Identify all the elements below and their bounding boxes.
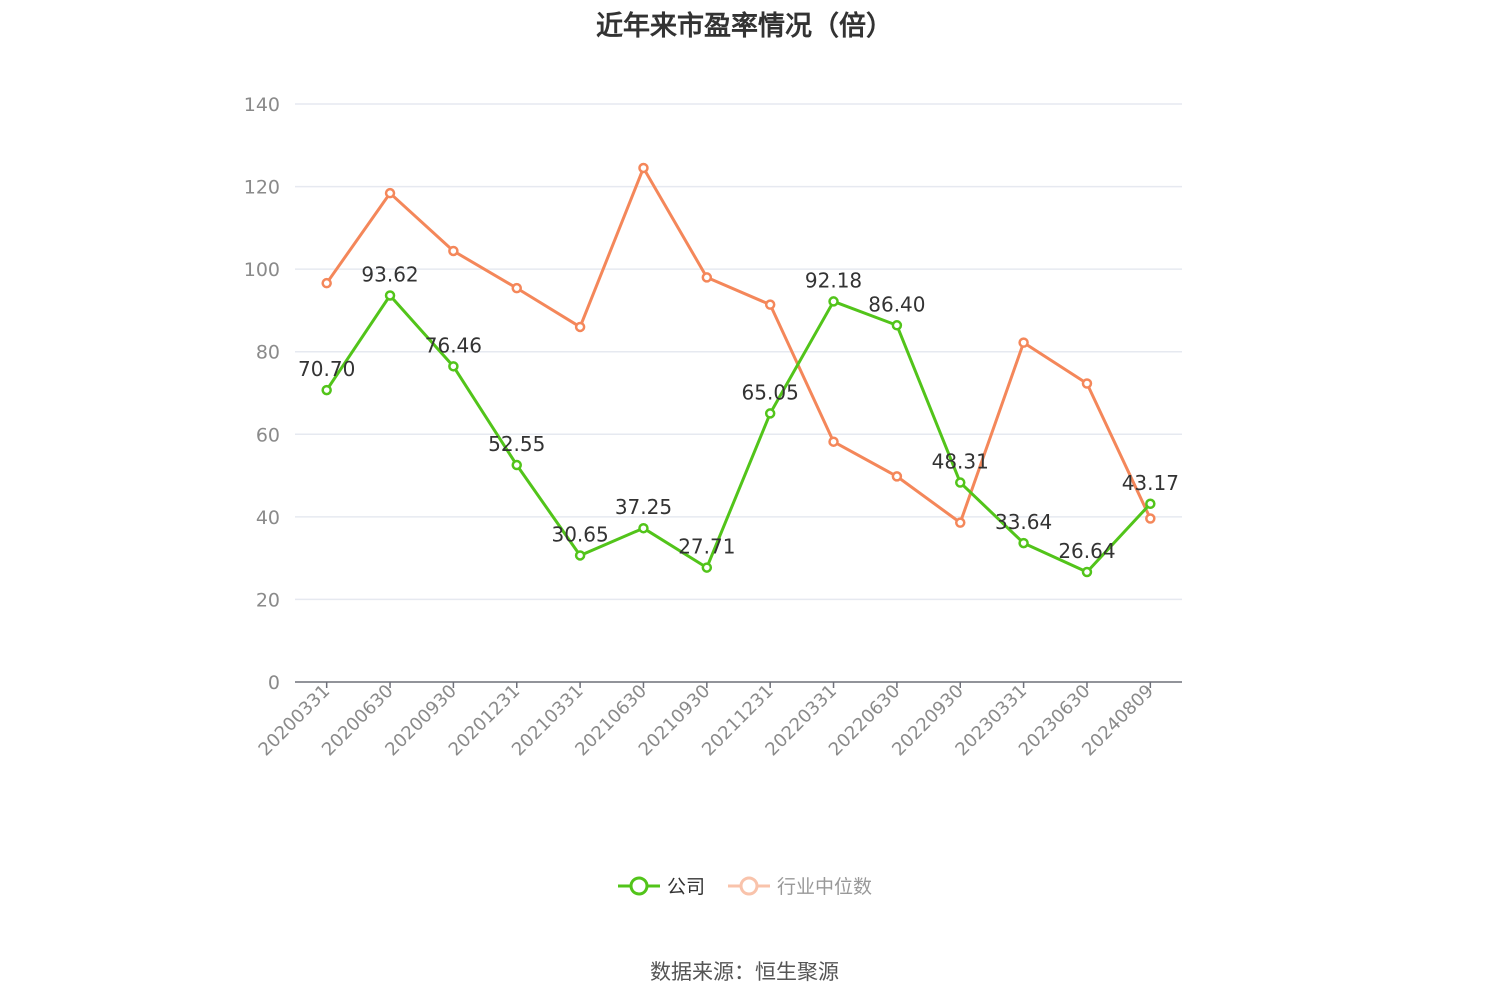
data-point-company[interactable]: [1018, 537, 1029, 549]
y-tick-label: 60: [256, 424, 280, 446]
data-point-company[interactable]: [764, 408, 776, 419]
data-label-company: 52.55: [488, 432, 545, 456]
data-point-industry-median[interactable]: [511, 282, 522, 294]
data-point-company[interactable]: [448, 361, 459, 372]
y-axis: 0 20 40 60 80 100 120 140: [244, 94, 280, 694]
data-point-industry-median[interactable]: [701, 272, 713, 283]
data-label-company: 37.25: [615, 495, 672, 519]
data-point-company[interactable]: [891, 320, 903, 331]
series-layer: [321, 162, 1156, 578]
legend-industry-swatch: [728, 876, 770, 895]
x-axis: 2020033120200630202009302020123120210331…: [255, 681, 1182, 760]
data-label-company: 30.65: [551, 522, 608, 546]
series-line-company: [325, 293, 1152, 574]
data-point-company[interactable]: [384, 290, 396, 301]
data-point-industry-median[interactable]: [1081, 378, 1093, 389]
data-point-industry-median[interactable]: [1145, 513, 1156, 524]
legend: 公司 行业中位数: [0, 872, 1489, 899]
data-point-industry-median[interactable]: [764, 299, 776, 310]
y-tick-label: 140: [244, 94, 280, 116]
data-point-industry-median[interactable]: [955, 517, 966, 528]
data-label-company: 86.40: [868, 292, 925, 316]
data-label-company: 26.64: [1058, 539, 1115, 563]
data-point-company[interactable]: [828, 296, 839, 307]
legend-industry-label: 行业中位数: [777, 876, 873, 898]
data-point-industry-median[interactable]: [448, 245, 459, 257]
y-tick-label: 0: [268, 672, 280, 694]
data-point-industry-median[interactable]: [828, 436, 839, 447]
data-label-company: 76.46: [425, 333, 482, 357]
data-label-company: 70.70: [298, 357, 355, 381]
legend-company-label: 公司: [666, 876, 705, 898]
y-tick-label: 40: [256, 507, 280, 529]
data-point-company[interactable]: [321, 384, 332, 396]
legend-item-industry-median[interactable]: 行业中位数: [727, 872, 872, 899]
data-point-industry-median[interactable]: [1018, 337, 1029, 348]
data-point-industry-median[interactable]: [574, 321, 586, 333]
data-point-company[interactable]: [1081, 566, 1093, 578]
series-line-industry-median: [325, 166, 1152, 525]
data-point-industry-median[interactable]: [384, 187, 396, 199]
data-point-company[interactable]: [638, 522, 649, 534]
y-tick-label: 20: [256, 589, 280, 611]
y-tick-label: 100: [244, 259, 280, 281]
data-point-company[interactable]: [955, 477, 966, 488]
data-point-company[interactable]: [701, 562, 713, 573]
data-point-company[interactable]: [511, 459, 522, 471]
data-point-company[interactable]: [1145, 498, 1156, 510]
data-point-industry-median[interactable]: [321, 277, 332, 289]
grid-lines: [295, 103, 1182, 601]
data-label-company: 65.05: [742, 380, 799, 404]
data-label-company: 93.62: [361, 262, 418, 286]
legend-company-swatch: [617, 876, 660, 895]
data-label-company: 43.17: [1122, 471, 1179, 495]
y-tick-label: 80: [256, 342, 280, 364]
y-tick-label: 120: [244, 177, 280, 199]
chart-title: 近年来市盈率情况（倍）: [596, 11, 893, 42]
data-point-company[interactable]: [574, 550, 586, 561]
data-point-industry-median[interactable]: [891, 471, 903, 482]
data-label-company: 92.18: [805, 268, 862, 292]
data-label-company: 48.31: [932, 450, 989, 474]
data-source-note: 数据来源：恒生聚源: [650, 960, 839, 984]
data-label-company: 33.64: [995, 510, 1052, 534]
data-label-company: 27.71: [678, 535, 735, 559]
data-point-industry-median[interactable]: [638, 162, 649, 174]
legend-item-company[interactable]: 公司: [617, 872, 705, 899]
